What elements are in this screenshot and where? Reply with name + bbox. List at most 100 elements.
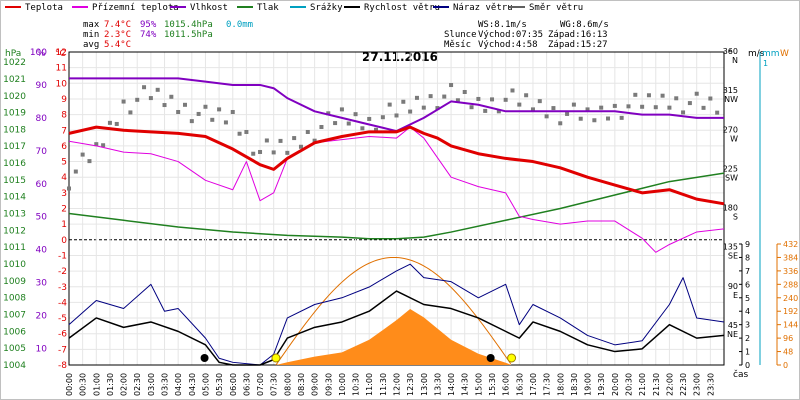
wind-direction-point [701,105,706,110]
wind-direction-point [640,104,645,109]
pct-tick-label: 50 [36,213,48,223]
chart-date-title: 27.11.2016 [362,50,438,64]
wind-direction-point [421,105,426,110]
hpa-tick-label: 1019 [3,109,26,119]
x-tick-label: 05:00 [201,373,210,396]
c-tick-label: 1 [61,220,67,230]
x-tick-label: 09:00 [311,373,320,396]
hpa-tick-label: 1007 [3,311,26,321]
moonset-stat: Západ:15:27 [548,40,608,50]
wind-direction-point [135,97,140,102]
ms-tick-label: 3 [745,321,750,330]
wind-direction-point [285,150,290,155]
dir-tick-label: 360 [723,47,738,56]
legend-label: Vlhkost [190,3,228,13]
wind-direction-point [633,92,638,97]
x-tick-label: 03:30 [161,373,170,396]
x-tick-label: 08:00 [283,373,292,396]
x-tick-label: 00:30 [79,373,88,396]
w-tick-label: 432 [783,240,798,249]
x-tick-label: 13:30 [433,373,442,396]
x-tick-label: 02:00 [120,373,129,396]
wind-direction-point [558,121,563,126]
wind-direction-point [258,149,263,154]
pct-tick-label: 30 [36,279,48,289]
x-tick-label: 23:00 [693,373,702,396]
hpa-tick-label: 1005 [3,344,26,354]
hpa-tick-label: 1009 [3,277,26,287]
ms-unit-label: m/s [748,49,765,59]
x-tick-label: 01:30 [106,373,115,396]
series-line-přízemní-teplota [68,126,725,253]
x-tick-label: 11:00 [365,373,374,396]
wind-direction-point [217,107,222,112]
wind-direction-point [708,96,713,101]
stats-max-temp: 7.4°C [104,20,131,30]
wind-direction-point [606,116,611,121]
pct-tick-label: 10 [36,345,48,355]
legend-label: Přízemní teplota [92,3,179,13]
x-tick-label: 10:30 [352,373,361,396]
wind-direction-point [442,94,447,99]
stats-panel: max 7.4°C 95% 1015.4hPa 0.0mm min 2.3°C … [83,20,609,50]
dir-tick-direction: SW [725,173,738,182]
wind-direction-point [715,110,720,115]
legend-item: Směr větru [509,3,583,13]
w-tick-label: 0 [783,361,788,370]
c-tick-label: 12 [56,48,67,58]
pct-unit-label: % [37,49,46,59]
series-line-náraz-větru [68,263,725,366]
legend-item: Srážky [290,3,343,13]
wind-direction-point [428,94,433,99]
c-tick-label: 10 [56,79,68,89]
wind-direction-point [401,99,406,104]
stats-min-press: 1011.5hPa [164,30,213,40]
stats-max-label: max [83,20,100,30]
wind-gust-stat: WG:8.6m/s [560,20,609,30]
x-tick-label: 06:00 [229,373,238,396]
x-tick-label: 16:30 [515,373,524,396]
ms-tick-label: 6 [745,280,750,289]
x-tick-label: 00:00 [65,373,74,396]
x-tick-label: 15:00 [474,373,483,396]
sun-label: Slunce [444,30,477,40]
wind-direction-point [530,107,535,112]
sunrise-stat: Východ:07:35 [478,30,543,40]
wind-direction-point [176,109,181,114]
c-tick-label: 11 [56,64,67,74]
axes: hPa% °C1022102110201019101810171016101510… [3,47,798,371]
wind-direction-point [142,85,147,90]
x-tick-label: 09:30 [324,373,333,396]
dir-tick-direction: E [733,291,738,300]
x-tick-label: 20:00 [611,373,620,396]
plot-area [67,77,725,366]
wind-direction-point [101,143,106,148]
pct-tick-label: 90 [36,81,48,91]
hpa-tick-label: 1022 [3,58,26,68]
wind-direction-point [694,91,699,96]
dir-tick-direction: S [733,213,738,222]
stats-max-rain: 0.0mm [226,20,253,30]
wind-direction-point [326,111,331,116]
x-tick-label: 07:00 [256,373,265,396]
x-tick-label: 18:30 [570,373,579,396]
x-tick-label: 12:00 [393,373,402,396]
legend-label: Tlak [257,3,279,13]
w-tick-label: 288 [783,280,798,289]
wind-direction-point [333,121,338,126]
x-tick-label: 19:30 [597,373,606,396]
legend-item: Rychlost větru [344,3,440,13]
wind-direction-point [551,106,556,111]
x-tick-label: 04:00 [174,373,183,396]
wind-direction-point [107,120,112,125]
w-tick-label: 240 [783,294,798,303]
ms-tick-label: 7 [745,267,750,276]
wind-direction-point [80,152,85,157]
pct-tick-label: 70 [36,147,48,157]
w-unit-label: W [780,49,789,59]
mm-tick-label: 1 [763,59,768,68]
w-tick-label: 192 [783,307,798,316]
x-tick-label: 20:30 [624,373,633,396]
ms-tick-label: 5 [745,294,750,303]
legend-item: Přízemní teplota [72,3,179,13]
